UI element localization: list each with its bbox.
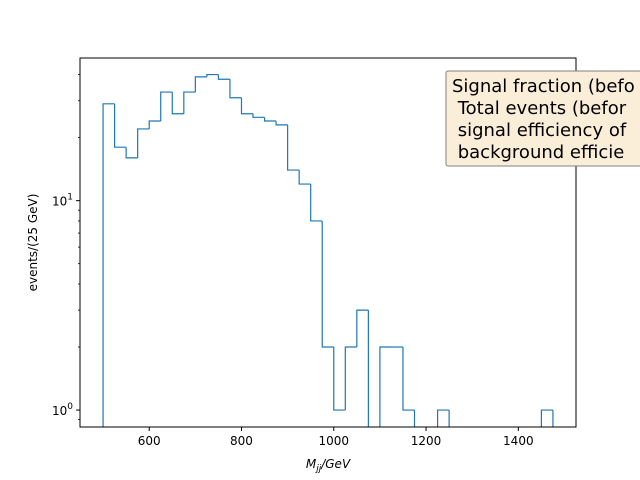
x-tick-label: 600 — [138, 434, 161, 448]
annotation-line: background efficie — [452, 142, 624, 163]
annotation-line: signal efficiency of — [452, 120, 627, 141]
histogram-bin — [344, 346, 357, 411]
histogram-bin — [114, 103, 127, 148]
histogram-bin — [125, 147, 138, 159]
histogram-bin — [367, 310, 369, 427]
histogram-bin — [102, 103, 115, 427]
histogram-bin — [413, 410, 416, 427]
histogram-bin — [379, 346, 392, 427]
axes: 600 800 1000 1200 1400 100 101 Mjj/GeV events/(2… — [26, 57, 577, 474]
histogram-bin — [240, 97, 254, 115]
histogram-bin — [333, 347, 346, 411]
histogram-bin — [171, 92, 184, 115]
histogram-bin — [148, 120, 161, 129]
histogram-bin — [183, 91, 196, 114]
histogram-bin — [137, 128, 150, 158]
y-tick-label: 100 — [52, 402, 73, 418]
annotation-background — [445, 70, 640, 167]
histogram-bin — [540, 409, 553, 427]
histogram-bin — [194, 76, 207, 93]
histogram-bin — [448, 410, 450, 427]
annotation-line: Signal fraction (befo — [452, 76, 635, 97]
histogram-bin — [310, 184, 323, 222]
x-tick-label: 1200 — [411, 434, 442, 448]
y-axis-label: events/(25 GeV) — [26, 194, 40, 292]
x-tick-label: 1000 — [318, 434, 349, 448]
plot-area — [102, 73, 554, 427]
plot-frame — [79, 57, 577, 428]
histogram-bin — [321, 220, 334, 348]
histogram-bin — [275, 121, 288, 126]
histogram-bin — [356, 309, 369, 348]
histogram-bin — [287, 124, 300, 171]
histogram-bin — [206, 73, 219, 77]
histogram-bin — [229, 79, 242, 99]
histogram-bin — [252, 113, 265, 118]
histogram-bin — [217, 74, 230, 80]
histogram-series — [102, 73, 554, 427]
annotation-box: Signal fraction (befo Total events (befo… — [445, 70, 640, 167]
histogram-bin — [160, 91, 173, 122]
x-axis-label: Mjj/GeV — [306, 457, 351, 474]
annotation-line: Total events (befor — [452, 98, 627, 119]
x-tick-label: 800 — [230, 434, 253, 448]
histogram-bin — [402, 347, 415, 411]
histogram-bin — [436, 409, 450, 427]
histogram-bin — [263, 117, 277, 122]
y-tick-label: 101 — [52, 193, 73, 209]
x-tick-label: 1400 — [503, 434, 534, 448]
histogram-bin — [298, 170, 311, 185]
